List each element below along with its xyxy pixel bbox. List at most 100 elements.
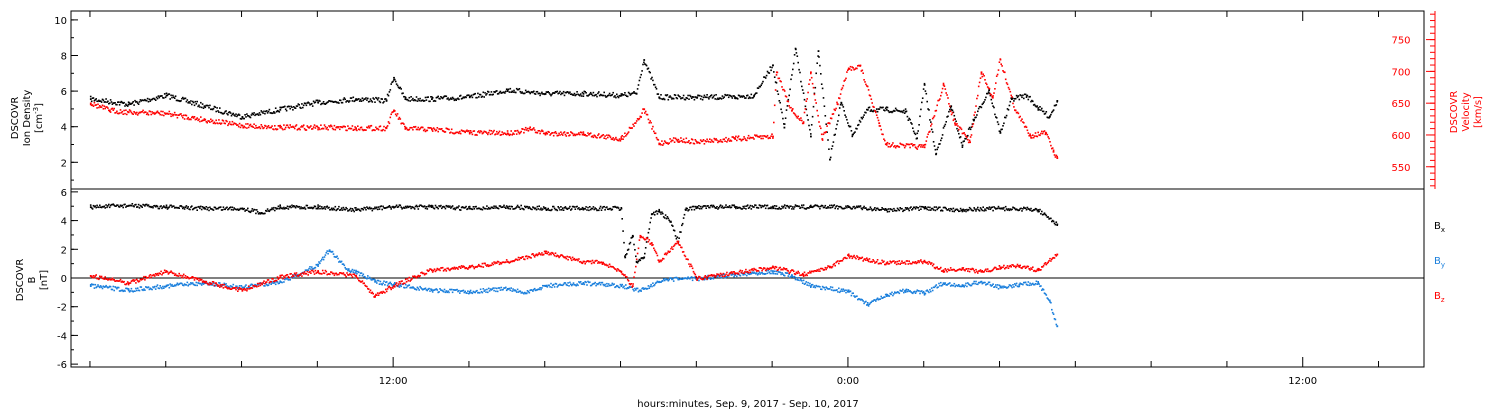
bx-series-pt xyxy=(524,205,526,208)
by-series-pt xyxy=(404,283,407,286)
bx-series-pt xyxy=(423,205,426,207)
velocity-series-pt xyxy=(857,65,859,67)
density-series-pt xyxy=(510,91,512,93)
density-series-pt xyxy=(154,98,156,100)
by-series-pt xyxy=(385,281,387,284)
by-series-pt xyxy=(816,285,818,288)
velocity-series-pt xyxy=(399,118,402,120)
velocity-series-pt xyxy=(295,124,298,126)
density-series-pt xyxy=(1046,116,1049,119)
velocity-series-point xyxy=(821,138,824,140)
bx-series-pt xyxy=(838,206,841,208)
bx-series-pt xyxy=(625,254,627,256)
bx-series-pt xyxy=(406,205,409,208)
density-series-pt xyxy=(727,94,729,96)
bx-series-pt xyxy=(253,208,255,211)
velocity-series-pt xyxy=(287,126,290,128)
density-series-pt xyxy=(206,104,208,107)
bx-series-pt xyxy=(694,205,697,208)
bz-series-pt xyxy=(459,265,461,268)
density-series-pt xyxy=(412,97,414,100)
velocity-series-pt xyxy=(130,111,133,114)
top-y-right-tick-label: 650 xyxy=(1391,99,1410,110)
density-series-pt xyxy=(702,96,705,99)
density-series-pt xyxy=(312,100,315,103)
velocity-series-pt xyxy=(270,126,272,129)
bx-series-pt xyxy=(727,206,729,208)
velocity-series-pt xyxy=(285,124,288,127)
velocity-series-pt xyxy=(196,117,198,119)
density-series-pt xyxy=(762,80,764,83)
bx-series-pt xyxy=(352,209,355,211)
velocity-series-pt xyxy=(389,116,392,119)
density-series-pt xyxy=(267,110,270,113)
density-series-pt xyxy=(947,115,949,118)
by-series-pt xyxy=(1010,285,1012,287)
velocity-series-pt xyxy=(876,116,879,119)
by-series-pt xyxy=(1007,286,1010,288)
density-series-pt xyxy=(646,68,649,70)
density-series-pt xyxy=(518,88,521,90)
velocity-series-pt xyxy=(481,132,484,135)
velocity-series-pt xyxy=(469,130,472,132)
velocity-series-pt xyxy=(329,126,331,128)
bz-series-pt xyxy=(187,276,189,279)
density-series-pt xyxy=(986,92,988,95)
density-series-pt xyxy=(986,92,989,95)
velocity-series-pt xyxy=(509,133,512,136)
bx-series-pt xyxy=(308,207,310,209)
by-series-pt xyxy=(994,285,996,288)
density-series-pt xyxy=(487,91,490,93)
density-series-pt xyxy=(197,105,199,108)
bx-series-pt xyxy=(738,206,741,209)
by-series-pt xyxy=(368,276,371,279)
bx-series-pt xyxy=(972,209,975,212)
bz-series-pt xyxy=(162,272,164,274)
bz-series-pt xyxy=(376,294,378,296)
bz-series-pt xyxy=(125,283,127,286)
density-series-pt xyxy=(891,111,893,114)
bz-series-pt xyxy=(416,275,419,278)
density-series-pt xyxy=(1029,95,1031,98)
density-series-pt xyxy=(618,94,621,97)
velocity-series-pt xyxy=(951,112,954,114)
bx-series-pt xyxy=(1026,206,1029,209)
by-series-pt xyxy=(108,286,110,289)
bx-series-pt xyxy=(929,206,931,209)
velocity-series-point xyxy=(942,84,945,86)
velocity-series-pt xyxy=(538,130,540,132)
velocity-series-pt xyxy=(465,130,467,132)
bz-series-pt xyxy=(427,270,429,272)
velocity-series-pt xyxy=(561,134,564,136)
density-series-pt xyxy=(984,99,986,101)
bx-series-pt xyxy=(431,205,434,207)
velocity-series-pt xyxy=(94,104,97,106)
by-series-pt xyxy=(757,273,760,275)
velocity-series-pt xyxy=(938,99,940,102)
density-series-pt xyxy=(524,92,526,95)
bz-series-pt xyxy=(171,271,173,274)
bz-series-pt xyxy=(403,282,405,285)
bx-series-pt xyxy=(891,208,893,211)
bx-series-pt xyxy=(153,205,155,207)
density-series-pt xyxy=(666,94,669,96)
by-series-pt xyxy=(863,302,865,305)
bx-series-pt xyxy=(845,205,847,207)
velocity-series-pt xyxy=(743,136,745,138)
bx-series-pt xyxy=(1018,209,1021,211)
density-series-pt xyxy=(182,98,185,100)
density-series-pt xyxy=(223,112,226,114)
bx-series-pt xyxy=(1002,208,1004,210)
bx-series-pt xyxy=(988,206,991,208)
velocity-series-pt xyxy=(740,139,743,142)
velocity-series-pt xyxy=(706,138,708,141)
velocity-series-pt xyxy=(217,122,219,125)
bx-series-pt xyxy=(358,208,360,211)
density-series-pt xyxy=(922,88,925,90)
velocity-series-pt xyxy=(686,141,688,143)
velocity-series-pt xyxy=(972,123,975,125)
velocity-series-pt xyxy=(620,136,623,138)
by-series-pt xyxy=(174,284,177,287)
density-series-pt xyxy=(785,109,788,111)
velocity-series-pt xyxy=(213,121,216,124)
